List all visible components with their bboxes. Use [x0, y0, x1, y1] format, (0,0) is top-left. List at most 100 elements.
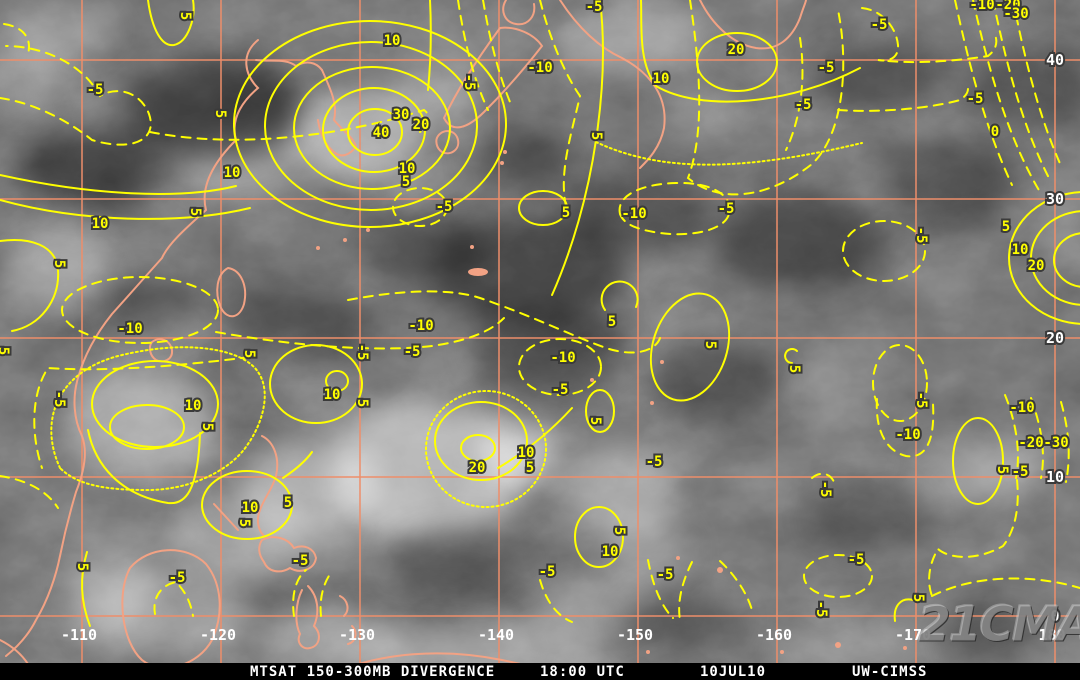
contour-value-label: 20: [1028, 258, 1045, 274]
contour-value-label: 5: [702, 341, 718, 349]
contour-value-label: -5: [539, 564, 556, 580]
contour-value-label: -30: [1003, 6, 1028, 22]
product-name: MTSAT 150-300MB DIVERGENCE: [250, 664, 496, 680]
satellite-layer: [0, 0, 1080, 664]
contour-value-label: -5: [292, 553, 309, 569]
cloud-dark-masses: [20, 45, 1080, 664]
contour-value-label: 10: [224, 165, 241, 181]
contour-value-label: -5: [87, 82, 104, 98]
contour-value-label: -10: [895, 427, 920, 443]
contour-value-label: 10: [602, 544, 619, 560]
contour-value-label: 5: [588, 132, 604, 140]
contour-value-label: -10: [969, 0, 994, 13]
longitude-label: 180: [1038, 626, 1065, 644]
contour-value-label: -5: [913, 227, 929, 244]
contour-value-label: -20: [995, 0, 1020, 13]
contour-value-label: 5: [212, 110, 228, 118]
contour-value-label: 5: [284, 495, 292, 511]
product-source: UW-CIMSS: [852, 664, 928, 680]
coastline-japan-hokkaido: [502, 0, 536, 26]
latitude-label: 0: [1050, 607, 1059, 625]
longitude-label: -130: [339, 626, 375, 644]
contour-value-label: -5: [818, 60, 835, 76]
contour-value-label: -5: [817, 481, 833, 498]
contour-value-label: -5: [404, 344, 421, 360]
contour-value-label: 5: [1002, 219, 1010, 235]
longitude-label: -140: [478, 626, 514, 644]
contour-value-label: 10: [324, 387, 341, 403]
longitude-label: -150: [617, 626, 653, 644]
contour-value-label: -10: [527, 60, 552, 76]
contour-value-label: 10: [92, 216, 109, 232]
contour-value-label: -5: [795, 97, 812, 113]
coastline-japan-honshu: [442, 26, 544, 129]
longitude-label: -160: [756, 626, 792, 644]
watermark-logo: 21CMA: [918, 596, 1080, 653]
contour-value-label: 20: [413, 117, 430, 133]
contour-value-label: 10: [399, 161, 416, 177]
contour-value-label: -5: [646, 454, 663, 470]
contour-value-label: 20: [469, 460, 486, 476]
longitude-label: -170: [895, 626, 931, 644]
contour-value-label: 5: [236, 519, 252, 527]
contour-value-label: 10: [185, 398, 202, 414]
latitude-label: 10: [1046, 468, 1064, 486]
coastline-korea: [317, 69, 358, 157]
contour-value-label: 10: [1012, 242, 1029, 258]
contour-value-label: 20: [728, 42, 745, 58]
coastline-sumatra: [0, 639, 30, 664]
coastline-halmahera: [339, 595, 357, 645]
contour-value-label: -20: [1018, 435, 1043, 451]
product-time: 18:00 UTC: [540, 664, 625, 680]
contour-label-layer: 510-55 30204010510510-5-10-551020-5-5-5-1…: [0, 0, 1071, 619]
contour-value-label: 10: [242, 500, 259, 516]
contour-value-label: -5: [552, 382, 569, 398]
contour-value-label: 40: [373, 125, 390, 141]
contour-value-label: -5: [461, 74, 477, 91]
contour-value-label: -10: [408, 318, 433, 334]
contour-value-label: 5: [562, 205, 570, 221]
contour-dashed-lines: [0, 0, 1080, 623]
latitude-label: 30: [1046, 190, 1064, 208]
contour-value-label: -5: [871, 17, 888, 33]
longitude-label: -110: [61, 626, 97, 644]
contour-value-label: -5: [354, 344, 370, 361]
contour-value-label: -5: [436, 199, 453, 215]
coastline-taiwan: [216, 267, 247, 318]
contour-value-label: 5: [587, 417, 603, 425]
product-info-bar: MTSAT 150-300MB DIVERGENCE 18:00 UTC 10J…: [0, 663, 1080, 680]
contour-value-label: -5: [848, 552, 865, 568]
coastline-new-guinea: [355, 652, 525, 664]
contour-value-label: 5: [241, 350, 257, 358]
coastline-borneo: [121, 549, 221, 664]
satellite-map-canvas: 510-55 30204010510510-5-10-551020-5-5-5-1…: [0, 0, 1080, 664]
contour-value-label: -5: [586, 0, 603, 15]
contour-value-label: -5: [967, 91, 984, 107]
latitude-label: 40: [1046, 51, 1064, 69]
contour-value-label: 10: [384, 33, 401, 49]
contour-value-label: -10: [117, 321, 142, 337]
contour-value-label: 30: [393, 107, 410, 123]
coastline-small-islands: [316, 150, 907, 654]
contour-value-label: 5: [786, 365, 802, 373]
contour-value-label: 5: [994, 466, 1010, 474]
contour-value-label: 5: [199, 423, 215, 431]
coastline-kamchatka: [699, 0, 807, 50]
contour-value-label: 5: [187, 208, 203, 216]
contour-value-label: -5: [913, 392, 929, 409]
contour-value-label: 10: [653, 71, 670, 87]
contour-value-label: 5: [354, 399, 370, 407]
latitude-label: 20: [1046, 329, 1064, 347]
contour-value-label: 5: [177, 12, 193, 20]
contour-value-label: -5: [51, 391, 67, 408]
coastline-sakhalin: [559, 0, 666, 169]
contour-value-label: 10: [518, 445, 535, 461]
contour-value-label: 5: [51, 260, 67, 268]
contour-solid-lines: [0, 0, 1080, 627]
contour-value-label: 0: [991, 124, 999, 140]
contour-value-label: -5: [813, 601, 829, 618]
contour-value-label: 5: [910, 594, 926, 602]
latlon-grid-layer: [0, 0, 1080, 664]
